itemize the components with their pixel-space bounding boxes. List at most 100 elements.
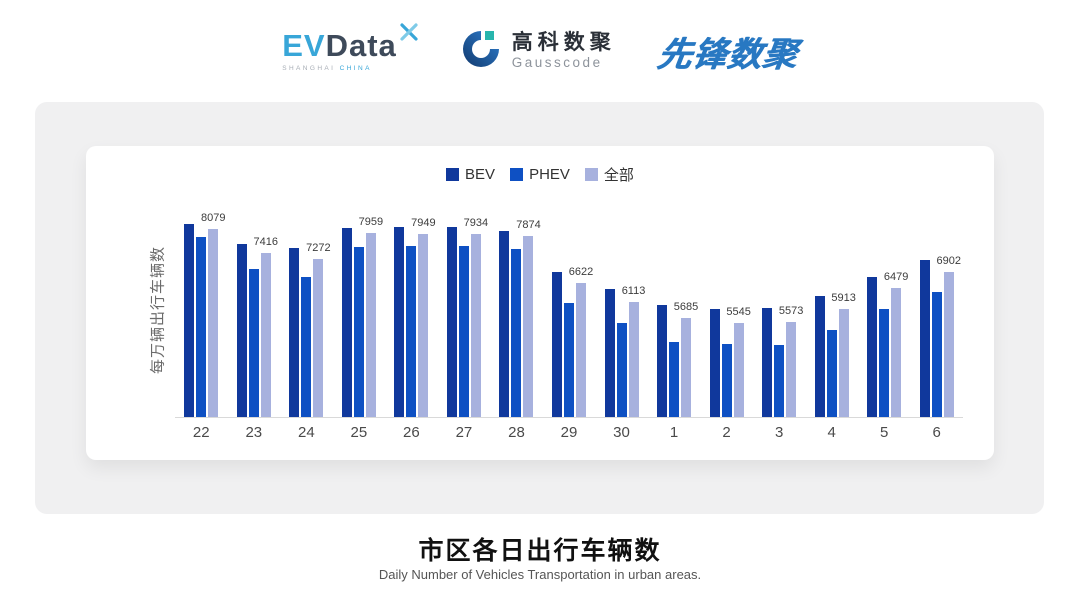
data-label-6: 6902 — [936, 255, 961, 267]
x-tick-23: 23 — [245, 424, 263, 441]
legend-item-BEV[interactable]: BEV — [446, 166, 495, 183]
bar-group-3: 5573 — [762, 305, 803, 417]
data-label-22: 8079 — [201, 212, 226, 224]
page-subtitle: Daily Number of Vehicles Transportation … — [378, 567, 702, 582]
bar-全部-5 — [891, 288, 902, 417]
x-tick-3: 3 — [774, 424, 784, 441]
bar-PHEV-2 — [721, 344, 732, 417]
chart-card: BEV PHEV 全部 每万辆出行车辆数 8079 7416 7272 7959 7949 7… — [86, 146, 994, 460]
bar-PHEV-5 — [879, 309, 890, 417]
bar-全部-27 — [470, 234, 481, 417]
bar-group-25: 7959 — [341, 216, 383, 417]
bar-BEV-2 — [709, 309, 720, 417]
bar-PHEV-24 — [301, 277, 312, 417]
gausscode-logo: 高科数聚 Gausscode — [459, 27, 616, 76]
data-label-26: 7949 — [411, 217, 436, 229]
x-tick-4: 4 — [827, 424, 836, 441]
data-label-4: 5913 — [831, 292, 856, 304]
bar-BEV-29 — [551, 272, 562, 417]
bar-group-2: 5545 — [709, 306, 751, 417]
bar-PHEV-28 — [511, 249, 522, 417]
bar-group-29: 6622 — [551, 266, 593, 417]
bar-group-5: 6479 — [867, 271, 908, 417]
bar-PHEV-25 — [353, 247, 364, 417]
legend-label-BEV: BEV — [465, 166, 496, 183]
evdata-wordmark: EVData — [282, 30, 397, 61]
data-label-2: 5545 — [726, 306, 751, 318]
bar-group-28: 7874 — [499, 219, 541, 417]
evdata-data-text: Data — [325, 28, 397, 63]
bar-PHEV-3 — [774, 345, 785, 417]
legend-swatch-全部 — [584, 168, 598, 181]
data-label-25: 7959 — [358, 216, 384, 228]
bar-PHEV-23 — [248, 269, 259, 417]
bar-PHEV-30 — [616, 323, 627, 417]
bar-BEV-24 — [289, 248, 300, 417]
data-label-5: 6479 — [883, 271, 909, 283]
bar-全部-22 — [208, 229, 219, 417]
x-tick-30: 30 — [613, 424, 630, 441]
bar-group-27: 7934 — [446, 217, 488, 417]
bar-全部-3 — [786, 322, 797, 417]
bar-全部-28 — [523, 236, 534, 417]
x-tick-25: 25 — [350, 424, 368, 441]
bar-group-24: 7272 — [289, 242, 331, 417]
x-tick-27: 27 — [455, 424, 473, 441]
bar-PHEV-1 — [669, 342, 680, 417]
x-axis-labels: 22 23 24 25 26 27 28 29 30 1 2 3 4 5 6 — [175, 424, 963, 441]
evdata-china-text: CHINA — [339, 65, 372, 72]
data-label-27: 7934 — [463, 217, 489, 229]
bar-全部-24 — [313, 259, 324, 417]
data-label-3: 5573 — [778, 305, 804, 317]
bar-BEV-1 — [657, 305, 668, 417]
bar-BEV-22 — [184, 224, 195, 417]
gausscode-text: 高科数聚 Gausscode — [512, 31, 616, 71]
bar-全部-29 — [575, 283, 586, 417]
bar-BEV-3 — [762, 308, 773, 417]
bar-BEV-30 — [604, 289, 615, 417]
legend-swatch-PHEV — [510, 168, 524, 181]
bar-全部-4 — [838, 309, 849, 417]
bar-BEV-28 — [499, 231, 510, 417]
bar-PHEV-22 — [196, 237, 207, 417]
evdata-shanghai-text: SHANGHAI — [282, 65, 336, 72]
bar-BEV-6 — [919, 260, 930, 417]
data-label-30: 6113 — [621, 285, 646, 297]
bar-全部-1 — [681, 318, 692, 417]
data-label-29: 6622 — [568, 266, 594, 278]
pioneer-logo: 先锋数聚 — [654, 35, 800, 74]
evdata-ev-text: EV — [282, 28, 326, 63]
bar-全部-30 — [628, 302, 639, 417]
bar-PHEV-6 — [931, 292, 942, 417]
bar-BEV-4 — [814, 296, 825, 417]
chart-panel: BEV PHEV 全部 每万辆出行车辆数 8079 7416 7272 7959 7949 7… — [35, 102, 1044, 514]
legend-item-PHEV[interactable]: PHEV — [510, 166, 570, 183]
page-title: 市区各日出行车辆数 — [418, 537, 662, 565]
x-tick-29: 29 — [560, 424, 578, 441]
bar-全部-2 — [733, 323, 744, 417]
bar-PHEV-4 — [826, 330, 837, 417]
bar-group-23: 7416 — [236, 236, 278, 417]
bar-PHEV-29 — [563, 303, 574, 417]
evdata-subtitle: SHANGHAI CHINA — [282, 65, 397, 72]
data-label-24: 7272 — [306, 242, 331, 254]
data-label-1: 5685 — [673, 301, 699, 313]
bar-BEV-26 — [394, 227, 405, 417]
bar-BEV-23 — [236, 244, 247, 417]
gausscode-en-text: Gausscode — [511, 55, 603, 71]
x-tick-26: 26 — [403, 424, 420, 441]
data-label-28: 7874 — [516, 219, 541, 231]
bar-BEV-25 — [341, 228, 352, 417]
bar-全部-6 — [943, 272, 954, 417]
bar-全部-25 — [365, 233, 376, 417]
x-tick-28: 28 — [508, 424, 525, 441]
header-logos: EVData SHANGHAI CHINA — [0, 16, 1080, 86]
gausscode-cn-text: 高科数聚 — [511, 31, 616, 55]
data-label-23: 7416 — [253, 236, 279, 248]
bar-plot-area: 8079 7416 7272 7959 7949 7934 7874 6622 6113 5685… — [175, 212, 963, 418]
legend-item-全部[interactable]: 全部 — [584, 164, 634, 185]
chart-legend: BEV PHEV 全部 — [86, 164, 994, 185]
bar-group-1: 5685 — [657, 301, 698, 417]
bar-全部-26 — [418, 234, 429, 417]
